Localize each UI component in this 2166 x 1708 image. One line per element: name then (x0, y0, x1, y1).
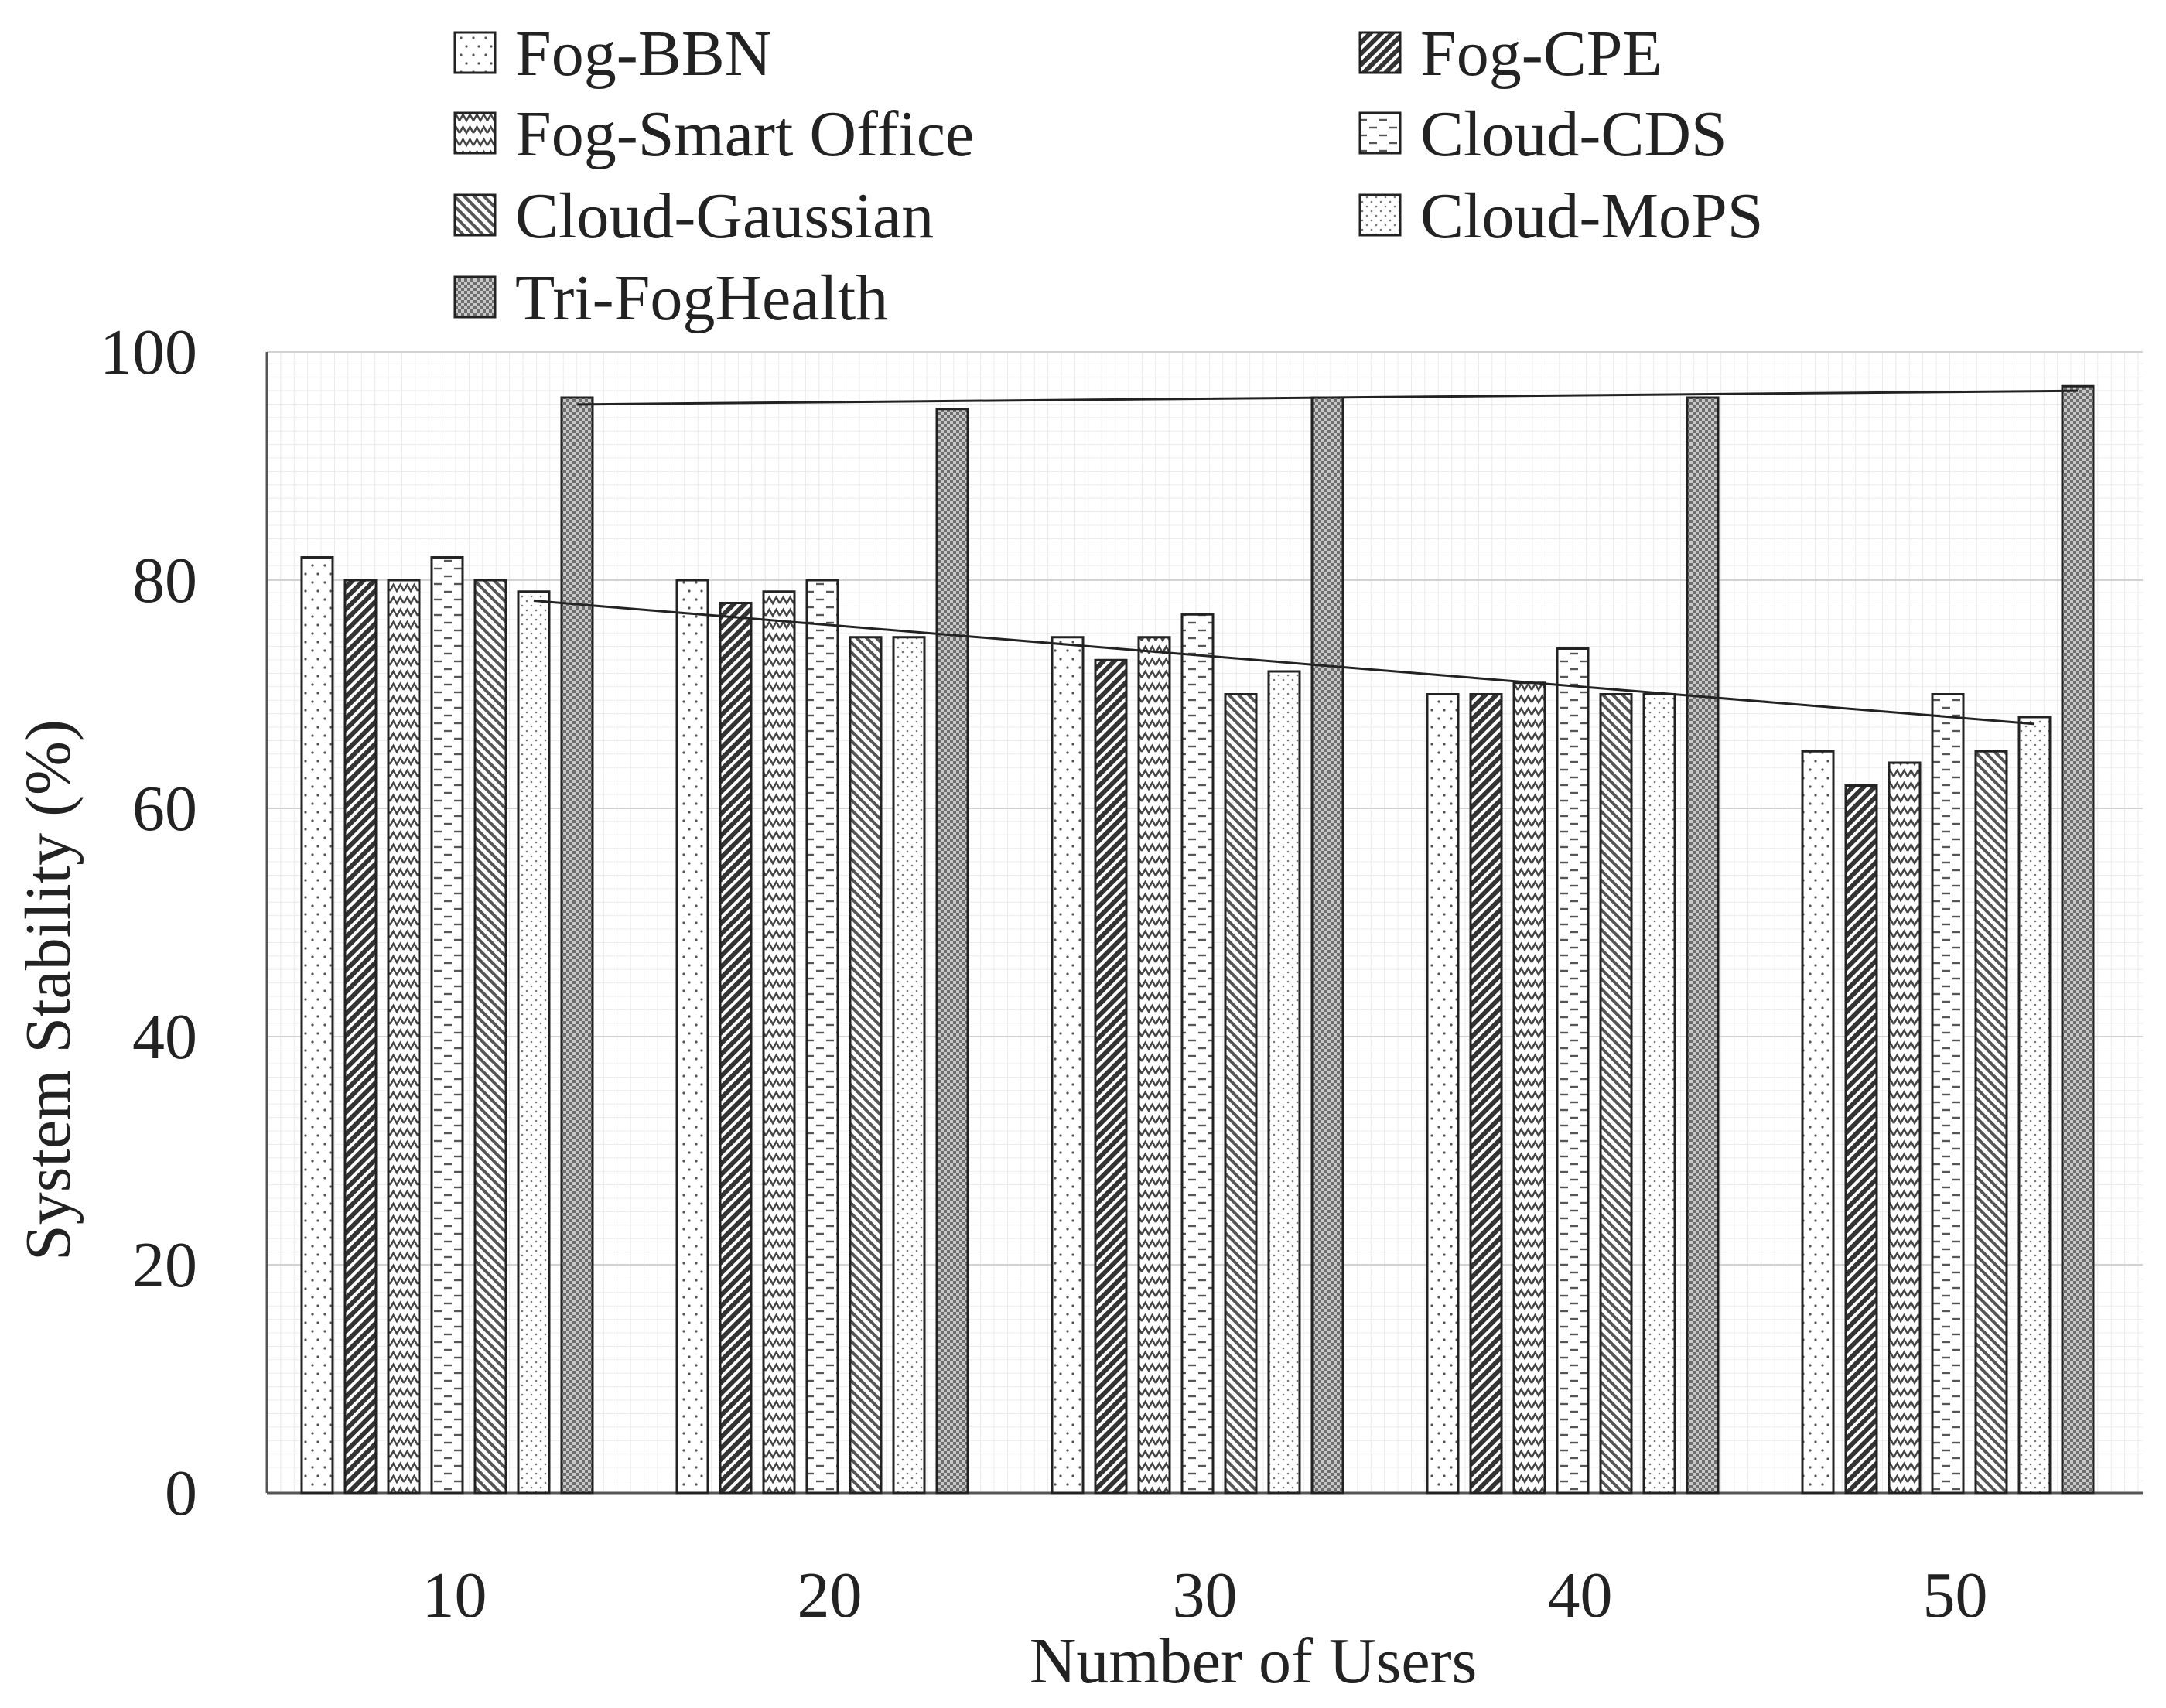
legend-label-fog-cpe: Fog-CPE (1420, 18, 1662, 90)
legend-item-fog-smart-office: Fog-Smart Office (453, 98, 974, 170)
bar-fog-cpe-10 (343, 579, 378, 1494)
trendlines (533, 389, 2079, 726)
x-tick-label-30: 30 (1173, 1559, 1238, 1631)
legend-swatch-cloud-gaussian (453, 193, 497, 237)
bar-fog-cpe-20 (719, 602, 753, 1494)
x-tick-label-50: 50 (1923, 1559, 1988, 1631)
bar-fog-smart-office-50 (1888, 761, 1922, 1494)
y-axis-title: System Stability (%) (12, 719, 84, 1261)
legend-label-fog-bbn: Fog-BBN (515, 18, 771, 90)
bar-fog-smart-office-20 (762, 590, 796, 1494)
y-tick-labels: 0 20 40 60 80 100 (100, 316, 197, 1529)
y-tick-label-100: 100 (100, 316, 197, 388)
bar-fog-smart-office-10 (387, 579, 421, 1494)
bar-cloud-gaussian-50 (1974, 750, 2008, 1494)
legend-item-fog-cpe: Fog-CPE (1358, 18, 1662, 90)
x-tick-label-10: 10 (422, 1559, 487, 1631)
legend-swatch-fog-smart-office (453, 111, 497, 155)
legend-label-cloud-cds: Cloud-CDS (1420, 98, 1727, 170)
trendline-tri-foghealth (576, 389, 2079, 406)
legend-item-cloud-mops: Cloud-MoPS (1358, 180, 1763, 252)
legend-item-cloud-cds: Cloud-CDS (1358, 98, 1727, 170)
bar-groups (300, 384, 2095, 1494)
legend-swatch-cloud-mops (1358, 193, 1402, 237)
bar-cloud-mops-30 (1267, 670, 1301, 1494)
bar-cloud-cds-50 (1931, 693, 1965, 1494)
bar-group-20 (675, 408, 969, 1494)
legend: Fog-BBN Fog-CPE Fog-Smart Office Cloud-CDS C… (453, 18, 1763, 334)
x-tick-label-20: 20 (798, 1559, 863, 1631)
bar-fog-bbn-30 (1051, 636, 1085, 1494)
legend-label-cloud-mops: Cloud-MoPS (1420, 180, 1763, 252)
bar-fog-smart-office-40 (1512, 681, 1546, 1494)
y-tick-label-20: 20 (132, 1229, 197, 1301)
bar-cloud-cds-20 (805, 579, 839, 1494)
bar-cloud-mops-10 (517, 590, 551, 1494)
legend-label-fog-smart-office: Fog-Smart Office (515, 98, 974, 170)
x-axis-title: Number of Users (1030, 1625, 1478, 1697)
x-tick-labels: 10 20 30 40 50 (422, 1559, 1988, 1631)
bar-fog-bbn-50 (1801, 750, 1835, 1494)
bar-group-10 (300, 396, 594, 1494)
bar-tri-foghealth-10 (560, 396, 594, 1494)
bar-fog-cpe-30 (1094, 658, 1128, 1494)
legend-item-fog-bbn: Fog-BBN (453, 18, 771, 90)
bar-fog-bbn-20 (675, 579, 709, 1494)
bar-tri-foghealth-50 (2061, 384, 2095, 1494)
bar-group-40 (1426, 396, 1720, 1494)
bar-tri-foghealth-40 (1686, 396, 1720, 1494)
bar-cloud-mops-20 (892, 636, 926, 1494)
bar-cloud-mops-50 (2017, 716, 2052, 1494)
y-tick-label-60: 60 (132, 773, 197, 845)
legend-label-tri-foghealth: Tri-FogHealth (515, 262, 888, 334)
bar-fog-cpe-40 (1469, 693, 1503, 1494)
bar-cloud-cds-40 (1556, 647, 1590, 1494)
bar-group-30 (1051, 396, 1344, 1494)
bar-cloud-gaussian-30 (1224, 693, 1258, 1494)
bar-tri-foghealth-30 (1310, 396, 1344, 1494)
legend-swatch-tri-foghealth (453, 275, 497, 319)
y-tick-label-80: 80 (132, 545, 197, 617)
bar-fog-bbn-10 (300, 556, 334, 1494)
legend-swatch-cloud-cds (1358, 111, 1402, 155)
legend-swatch-fog-bbn (453, 31, 497, 74)
bar-cloud-gaussian-40 (1599, 693, 1633, 1494)
trendline-cloud-mops (533, 600, 2035, 726)
bar-cloud-gaussian-10 (473, 579, 507, 1494)
bar-fog-smart-office-30 (1137, 636, 1171, 1494)
bar-tri-foghealth-20 (935, 408, 969, 1494)
bar-fog-cpe-50 (1844, 784, 1878, 1494)
bar-group-50 (1801, 384, 2095, 1494)
x-tick-label-40: 40 (1548, 1559, 1613, 1631)
legend-swatch-fog-cpe (1358, 31, 1402, 74)
bar-cloud-mops-40 (1642, 693, 1676, 1494)
legend-item-tri-foghealth: Tri-FogHealth (453, 262, 888, 334)
legend-label-cloud-gaussian: Cloud-Gaussian (515, 180, 934, 252)
bar-cloud-cds-30 (1180, 613, 1215, 1494)
legend-item-cloud-gaussian: Cloud-Gaussian (453, 180, 934, 252)
y-tick-label-40: 40 (132, 1001, 197, 1073)
y-tick-label-0: 0 (165, 1457, 197, 1529)
bar-cloud-cds-10 (430, 556, 464, 1494)
bar-cloud-gaussian-20 (849, 636, 883, 1494)
bar-fog-bbn-40 (1426, 693, 1460, 1494)
